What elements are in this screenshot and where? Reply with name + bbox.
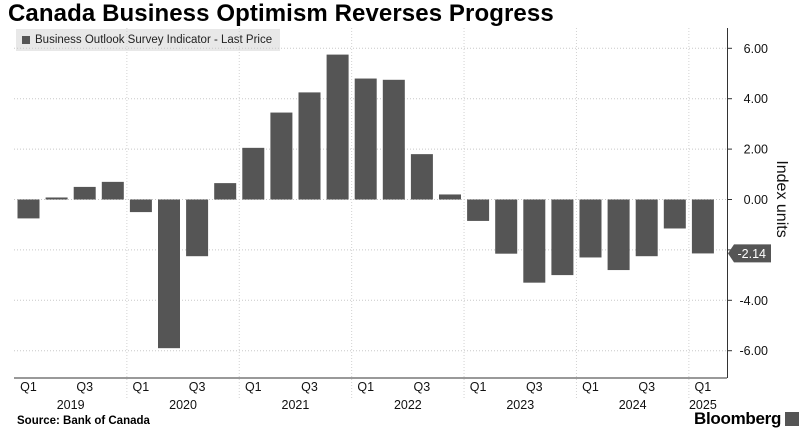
bar	[17, 199, 40, 219]
bar	[579, 199, 602, 258]
bar	[495, 199, 518, 254]
bar	[354, 78, 377, 200]
x-tick-label: Q1	[245, 380, 262, 394]
y-tick-label: 0.00	[744, 193, 768, 207]
brand-name: Bloomberg	[694, 409, 782, 428]
last-price-label: -2.14	[738, 247, 767, 261]
bar	[45, 197, 68, 200]
x-tick-label: Q1	[357, 380, 374, 394]
x-year-label: 2020	[169, 398, 197, 412]
bar	[214, 183, 237, 200]
bar	[298, 92, 321, 200]
bar	[551, 199, 574, 276]
y-tick-label: -4.00	[740, 294, 769, 308]
x-year-label: 2021	[282, 398, 310, 412]
x-tick-label: Q1	[582, 380, 599, 394]
bars	[17, 54, 714, 349]
bar	[186, 199, 209, 257]
bar	[607, 199, 630, 271]
x-tick-label: Q1	[20, 380, 37, 394]
source-note: Source: Bank of Canada	[17, 415, 150, 427]
bar	[270, 112, 293, 200]
x-tick-label: Q1	[695, 380, 712, 394]
bar	[410, 154, 433, 200]
last-price-marker	[728, 244, 771, 263]
bar	[439, 194, 461, 200]
bar	[129, 199, 152, 213]
bar	[101, 181, 124, 200]
x-tick-label: Q3	[414, 380, 431, 394]
brand-logo: Bloomberg	[694, 409, 800, 429]
chart-title: Canada Business Optimism Reverses Progre…	[8, 0, 554, 27]
y-tick-label: 2.00	[744, 143, 768, 157]
x-year-label: 2019	[57, 398, 85, 412]
legend-swatch	[22, 36, 30, 44]
bar	[663, 199, 686, 229]
bar	[326, 54, 349, 200]
x-tick-label: Q3	[526, 380, 543, 394]
x-tick-label: Q3	[301, 380, 318, 394]
x-tick-label: Q3	[189, 380, 206, 394]
bar	[691, 199, 714, 254]
legend: Business Outlook Survey Indicator - Last…	[16, 29, 281, 51]
x-year-label: 2023	[506, 398, 534, 412]
bar	[382, 79, 405, 200]
bar	[523, 199, 546, 283]
y-tick-label: -6.00	[740, 344, 769, 358]
bar	[467, 199, 490, 221]
x-year-label: 2025	[689, 398, 717, 412]
x-year-label: 2022	[394, 398, 422, 412]
y-tick-label: 4.00	[744, 92, 768, 106]
legend-label: Business Outlook Survey Indicator - Last…	[35, 34, 273, 46]
bar	[73, 186, 96, 200]
bar	[242, 147, 265, 200]
x-year-label: 2024	[619, 398, 647, 412]
x-tick-label: Q3	[76, 380, 93, 394]
x-tick-label: Q3	[638, 380, 655, 394]
bloomberg-terminal-icon	[785, 412, 800, 426]
x-tick-label: Q1	[470, 380, 487, 394]
y-axis-title: Index units	[773, 160, 790, 237]
y-tick-label: 6.00	[744, 42, 768, 56]
bar	[635, 199, 658, 257]
bar	[158, 199, 180, 349]
x-tick-label: Q1	[133, 380, 150, 394]
x-axis: Q1 Q3 Q1 Q3 Q1 Q3 Q1 Q3 Q1 Q3 Q1 Q3 Q1 2019 2020 2021 20…	[14, 377, 727, 412]
